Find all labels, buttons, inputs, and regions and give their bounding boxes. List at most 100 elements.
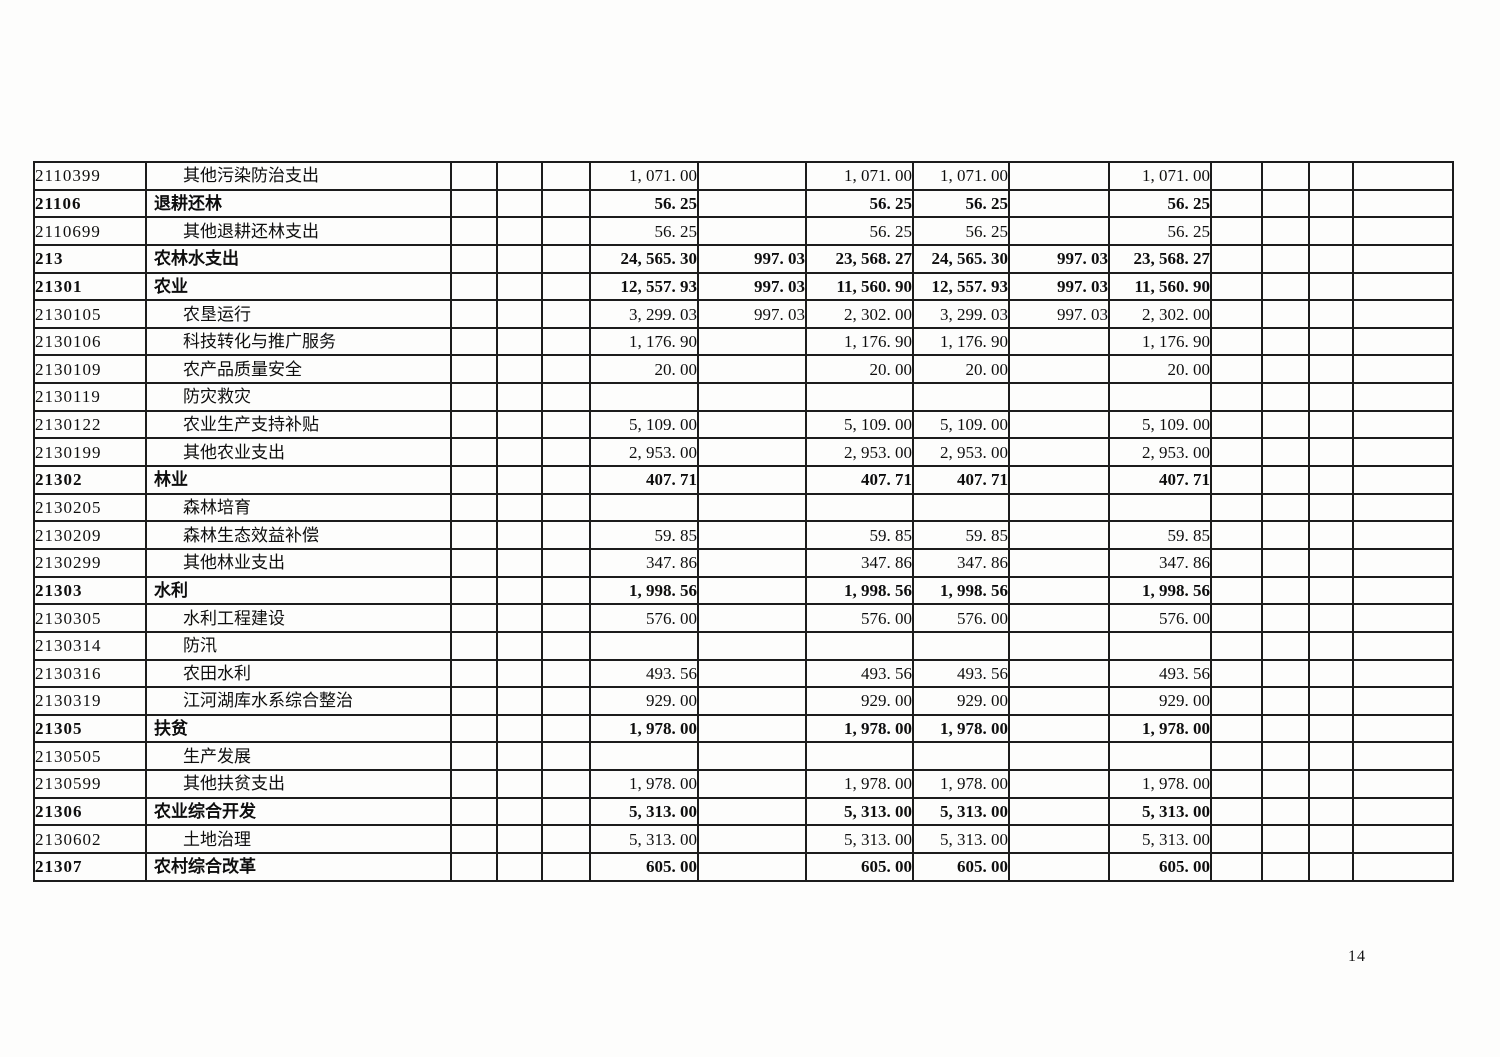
empty-cell	[1261, 741, 1310, 772]
empty-cell	[1308, 796, 1354, 827]
code-cell: 2130199	[33, 437, 147, 468]
empty-cell	[541, 354, 591, 385]
empty-cell	[1261, 575, 1310, 606]
value-cell: 20. 00	[912, 354, 1010, 385]
value-cell	[1008, 796, 1110, 827]
empty-cell	[1261, 299, 1310, 329]
value-cell: 997. 03	[1008, 299, 1110, 329]
empty-cell	[496, 713, 543, 744]
empty-cell	[496, 382, 543, 412]
code-cell: 21106	[33, 188, 147, 219]
empty-cell	[1261, 630, 1310, 661]
name-cell: 防汛	[145, 630, 452, 661]
value-cell: 605. 00	[805, 852, 914, 882]
value-cell	[697, 769, 807, 799]
name-cell: 其他林业支出	[145, 547, 452, 578]
name-cell: 江河湖库水系综合整治	[145, 686, 452, 716]
value-cell: 2, 953. 00	[805, 437, 914, 468]
value-cell: 56. 25	[589, 188, 699, 219]
value-cell: 1, 978. 00	[1108, 713, 1212, 744]
empty-cell	[450, 769, 498, 799]
value-cell	[697, 465, 807, 495]
code-cell: 2130109	[33, 354, 147, 385]
code-cell: 2130105	[33, 299, 147, 329]
empty-cell	[541, 326, 591, 357]
empty-cell	[541, 271, 591, 302]
empty-cell	[496, 547, 543, 578]
empty-cell	[450, 243, 498, 274]
table-row: 21302 林业 407. 71 407. 71 407. 71 407. 71	[33, 465, 1454, 495]
name-cell: 水利工程建设	[145, 603, 452, 633]
empty-cell	[496, 243, 543, 274]
empty-cell	[1308, 271, 1354, 302]
value-cell: 5, 313. 00	[912, 796, 1010, 827]
empty-cell	[1352, 547, 1454, 578]
page-number: 14	[1348, 948, 1366, 965]
empty-cell	[496, 326, 543, 357]
value-cell	[697, 188, 807, 219]
name-cell: 防灾救灾	[145, 382, 452, 412]
empty-cell	[541, 382, 591, 412]
empty-cell	[1352, 658, 1454, 689]
value-cell: 23, 568. 27	[805, 243, 914, 274]
empty-cell	[496, 437, 543, 468]
empty-cell	[1261, 326, 1310, 357]
value-cell: 5, 109. 00	[1108, 409, 1212, 440]
empty-cell	[541, 216, 591, 246]
empty-cell	[541, 769, 591, 799]
value-cell	[1008, 769, 1110, 799]
empty-cell	[450, 686, 498, 716]
table-row: 2110699 其他退耕还林支出 56. 25 56. 25 56. 25 56. 25	[33, 216, 1454, 246]
value-cell	[805, 630, 914, 661]
name-cell: 生产发展	[145, 741, 452, 772]
empty-cell	[1308, 188, 1354, 219]
code-cell: 2130119	[33, 382, 147, 412]
empty-cell	[496, 216, 543, 246]
value-cell: 56. 25	[1108, 216, 1212, 246]
empty-cell	[1210, 188, 1263, 219]
value-cell: 56. 25	[912, 216, 1010, 246]
table-row: 2130599 其他扶贫支出 1, 978. 00 1, 978. 00 1, 978.…	[33, 769, 1454, 799]
value-cell: 347. 86	[912, 547, 1010, 578]
name-cell: 科技转化与推广服务	[145, 326, 452, 357]
empty-cell	[1352, 520, 1454, 550]
empty-cell	[496, 271, 543, 302]
empty-cell	[1210, 713, 1263, 744]
table-row: 21306 农业综合开发 5, 313. 00 5, 313. 00 5, 313. 0…	[33, 796, 1454, 827]
empty-cell	[1261, 713, 1310, 744]
empty-cell	[1308, 630, 1354, 661]
empty-cell	[1210, 686, 1263, 716]
value-cell	[697, 326, 807, 357]
code-cell: 2130106	[33, 326, 147, 357]
value-cell: 1, 998. 56	[912, 575, 1010, 606]
empty-cell	[1261, 796, 1310, 827]
code-cell: 2130602	[33, 824, 147, 855]
value-cell: 997. 03	[697, 271, 807, 302]
value-cell: 1, 978. 00	[912, 769, 1010, 799]
table-row: 2130119 防灾救灾	[33, 382, 1454, 412]
empty-cell	[1261, 603, 1310, 633]
value-cell: 576. 00	[589, 603, 699, 633]
empty-cell	[1261, 852, 1310, 882]
value-cell: 23, 568. 27	[1108, 243, 1212, 274]
empty-cell	[1261, 520, 1310, 550]
value-cell: 1, 978. 00	[912, 713, 1010, 744]
empty-cell	[541, 852, 591, 882]
value-cell: 576. 00	[805, 603, 914, 633]
value-cell	[1008, 852, 1110, 882]
value-cell	[589, 741, 699, 772]
empty-cell	[1352, 243, 1454, 274]
value-cell	[1008, 216, 1110, 246]
value-cell: 493. 56	[1108, 658, 1212, 689]
empty-cell	[1308, 852, 1354, 882]
value-cell: 605. 00	[912, 852, 1010, 882]
name-cell: 农村综合改革	[145, 852, 452, 882]
empty-cell	[1352, 382, 1454, 412]
value-cell	[1008, 492, 1110, 523]
value-cell: 1, 176. 90	[589, 326, 699, 357]
value-cell: 1, 071. 00	[589, 161, 699, 191]
empty-cell	[1210, 465, 1263, 495]
value-cell: 24, 565. 30	[912, 243, 1010, 274]
empty-cell	[1210, 382, 1263, 412]
empty-cell	[1352, 741, 1454, 772]
